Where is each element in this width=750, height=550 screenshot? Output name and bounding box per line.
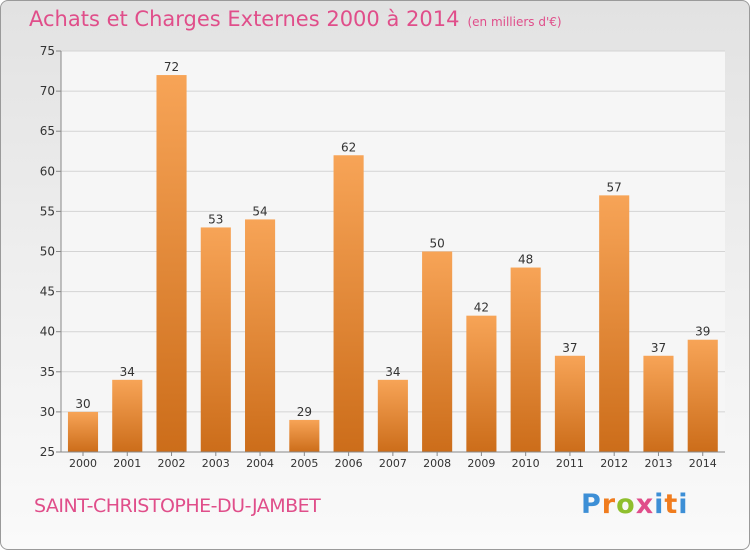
logo-letter: x <box>635 489 655 520</box>
data-label: 50 <box>429 237 444 251</box>
chart-title-text: Achats et Charges Externes 2000 à 2014 <box>29 7 460 31</box>
x-tick-label: 2010 <box>512 457 540 470</box>
x-tick-label: 2006 <box>335 457 363 470</box>
y-tick-label: 75 <box>40 44 55 58</box>
bar-2006 <box>333 155 364 452</box>
y-tick-label: 25 <box>40 445 55 459</box>
logo-letter: i <box>678 489 689 520</box>
bar-2013 <box>643 355 674 452</box>
data-label: 62 <box>341 140 356 154</box>
city-name: SAINT-CHRISTOPHE-DU-JAMBET <box>34 495 321 517</box>
data-label: 42 <box>474 301 489 315</box>
data-label: 48 <box>518 253 533 267</box>
bar-2012 <box>599 195 630 453</box>
x-tick-label: 2007 <box>379 457 407 470</box>
bar-2014 <box>687 339 718 452</box>
data-label: 53 <box>208 212 223 226</box>
bar-2002 <box>156 75 187 452</box>
data-label: 37 <box>562 341 577 355</box>
x-tick-label: 2001 <box>113 457 141 470</box>
bar-2009 <box>466 315 497 452</box>
data-label: 54 <box>252 204 267 218</box>
data-label: 29 <box>297 405 312 419</box>
y-tick-label: 50 <box>40 245 55 259</box>
x-tick-label: 2012 <box>600 457 628 470</box>
logo-letter: t <box>664 489 679 520</box>
logo-letter: P <box>581 489 602 520</box>
y-tick-label: 40 <box>40 325 55 339</box>
logo-letter: r <box>601 489 617 520</box>
data-label: 39 <box>695 325 710 339</box>
bar-2005 <box>289 419 320 452</box>
data-label: 34 <box>385 365 400 379</box>
chart-unit: (en milliers d'€) <box>467 15 562 29</box>
logo-letter: i <box>654 489 665 520</box>
x-tick-label: 2002 <box>158 457 186 470</box>
bar-2007 <box>377 379 408 452</box>
data-label: 37 <box>651 341 666 355</box>
bar-2001 <box>112 379 143 452</box>
x-tick-label: 2000 <box>69 457 97 470</box>
proxiti-logo: Proxiti <box>581 489 689 520</box>
x-tick-label: 2005 <box>290 457 318 470</box>
x-tick-label: 2004 <box>246 457 274 470</box>
x-tick-label: 2009 <box>467 457 495 470</box>
y-tick-label: 60 <box>40 164 55 178</box>
x-tick-label: 2011 <box>556 457 584 470</box>
x-tick-label: 2008 <box>423 457 451 470</box>
x-tick-label: 2014 <box>689 457 717 470</box>
bar-2008 <box>422 251 453 452</box>
y-tick-label: 35 <box>40 365 55 379</box>
x-tick-label: 2013 <box>644 457 672 470</box>
data-label: 57 <box>607 180 622 194</box>
y-tick-label: 45 <box>40 285 55 299</box>
bar-2000 <box>67 411 99 452</box>
bar-2003 <box>200 227 231 452</box>
axes: 25 30 35 40 45 50 55 60 65 70 75 2000 2001 2002 2003 20… <box>40 44 725 470</box>
chart-title: Achats et Charges Externes 2000 à 2014 (e… <box>29 7 562 31</box>
y-tick-label: 65 <box>40 124 55 138</box>
data-label: 72 <box>164 60 179 74</box>
data-label: 34 <box>120 365 135 379</box>
data-label: 30 <box>75 397 90 411</box>
x-tick-label: 2003 <box>202 457 230 470</box>
bars: 30 34 72 53 54 29 62 34 50 42 48 37 57 37 39 <box>67 60 718 453</box>
bar-2010 <box>510 267 541 452</box>
y-tick-label: 55 <box>40 204 55 218</box>
logo-letter: o <box>616 489 636 520</box>
bar-2011 <box>554 355 585 452</box>
bar-2004 <box>245 219 276 452</box>
y-tick-label: 70 <box>40 84 55 98</box>
y-tick-label: 30 <box>40 405 55 419</box>
